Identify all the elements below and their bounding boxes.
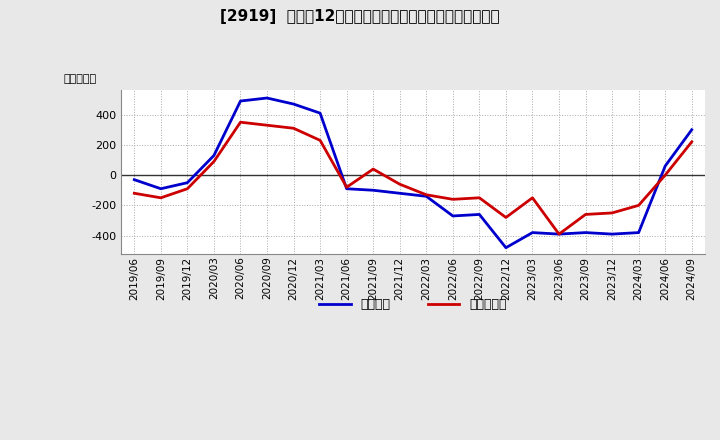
当期純利益 bbox=[210, 159, 218, 164]
経常利益 bbox=[236, 99, 245, 104]
当期純利益 bbox=[581, 212, 590, 217]
経常利益 bbox=[183, 180, 192, 185]
当期純利益 bbox=[369, 166, 377, 172]
経常利益 bbox=[688, 127, 696, 132]
経常利益 bbox=[130, 177, 139, 182]
当期純利益 bbox=[475, 195, 484, 201]
経常利益 bbox=[395, 191, 404, 196]
経常利益 bbox=[210, 153, 218, 158]
当期純利益 bbox=[528, 195, 537, 201]
当期純利益 bbox=[130, 191, 139, 196]
当期純利益 bbox=[156, 195, 165, 201]
当期純利益 bbox=[183, 186, 192, 191]
Legend: 経常利益, 当期純利益: 経常利益, 当期純利益 bbox=[314, 293, 512, 316]
経常利益 bbox=[263, 95, 271, 101]
経常利益 bbox=[369, 187, 377, 193]
経常利益 bbox=[528, 230, 537, 235]
経常利益 bbox=[289, 102, 298, 107]
当期純利益 bbox=[661, 172, 670, 178]
Text: [2919]  利益の12か月移動合計の対前年同期増減額の推移: [2919] 利益の12か月移動合計の対前年同期増減額の推移 bbox=[220, 9, 500, 24]
当期純利益 bbox=[236, 120, 245, 125]
経常利益 bbox=[554, 231, 563, 237]
経常利益 bbox=[449, 213, 457, 219]
当期純利益 bbox=[688, 139, 696, 144]
経常利益 bbox=[422, 194, 431, 199]
当期純利益 bbox=[554, 231, 563, 237]
Y-axis label: （百万円）: （百万円） bbox=[63, 74, 96, 84]
当期純利益 bbox=[502, 215, 510, 220]
経常利益 bbox=[661, 163, 670, 169]
経常利益 bbox=[608, 231, 616, 237]
経常利益 bbox=[581, 230, 590, 235]
経常利益 bbox=[342, 186, 351, 191]
当期純利益 bbox=[608, 210, 616, 216]
当期純利益 bbox=[342, 185, 351, 190]
経常利益 bbox=[316, 110, 325, 116]
当期純利益 bbox=[316, 138, 325, 143]
Line: 当期純利益: 当期純利益 bbox=[135, 122, 692, 234]
当期純利益 bbox=[289, 125, 298, 131]
Line: 経常利益: 経常利益 bbox=[135, 98, 692, 248]
当期純利益 bbox=[263, 123, 271, 128]
経常利益 bbox=[502, 245, 510, 250]
経常利益 bbox=[634, 230, 643, 235]
当期純利益 bbox=[395, 182, 404, 187]
当期純利益 bbox=[422, 192, 431, 198]
経常利益 bbox=[475, 212, 484, 217]
当期純利益 bbox=[449, 197, 457, 202]
経常利益 bbox=[156, 186, 165, 191]
当期純利益 bbox=[634, 203, 643, 208]
